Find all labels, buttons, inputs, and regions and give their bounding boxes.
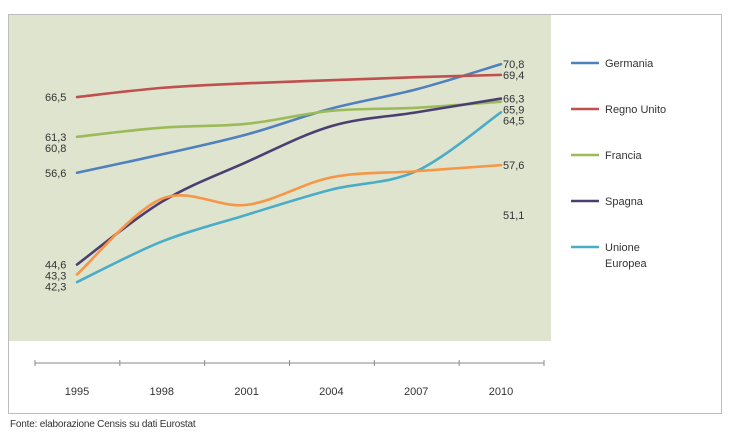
line-chart: 1995 1998 2001 2004 2007 2010 70,869,4 66,365,… [9, 15, 666, 413]
data-label: 64,5 [503, 116, 524, 128]
legend-label: Unione [605, 242, 640, 254]
data-label: 44,6 [45, 260, 66, 272]
legend-label: Germania [605, 58, 654, 70]
x-tick-label: 2007 [404, 386, 428, 398]
data-label: 65,9 [503, 105, 524, 117]
x-tick-label: 2001 [234, 386, 258, 398]
data-label: 42,3 [45, 282, 66, 294]
series-line-spagna [75, 97, 503, 266]
data-label: 69,4 [503, 70, 524, 82]
chart-frame: 1995 1998 2001 2004 2007 2010 70,8 69,4 66,3 65,… [8, 14, 722, 414]
legend-label: Spagna [605, 196, 644, 208]
data-label: 70,8 [503, 59, 524, 71]
x-tick-label: 2010 [489, 386, 513, 398]
source-note: Fonte: elaborazione Censis su dati Euros… [10, 419, 196, 430]
data-label: 60,8 [45, 143, 66, 155]
data-label: 61,3 [45, 132, 66, 144]
series-line-unione-europea [75, 111, 503, 284]
series-line-unlabeled [75, 163, 503, 276]
series-line-regno-unito [75, 73, 503, 99]
x-axis-panel [9, 341, 551, 413]
legend-label: Regno Unito [605, 104, 666, 116]
x-tick-label: 1995 [65, 386, 89, 398]
data-label: 66,5 [45, 92, 66, 104]
legend-label-line2: Europea [605, 258, 647, 270]
x-tick-label: 1998 [150, 386, 174, 398]
data-label: 43,3 [45, 271, 66, 283]
data-label: 66,3 [503, 94, 524, 106]
x-tick-label: 2004 [319, 386, 343, 398]
legend-label: Francia [605, 150, 643, 162]
series-line-germania [75, 62, 503, 175]
data-label: 57,6 [503, 160, 524, 172]
plot-background [9, 15, 551, 341]
data-label: 51,1 [503, 210, 524, 222]
data-label: 56,6 [45, 168, 66, 180]
series-line-francia [75, 100, 503, 139]
